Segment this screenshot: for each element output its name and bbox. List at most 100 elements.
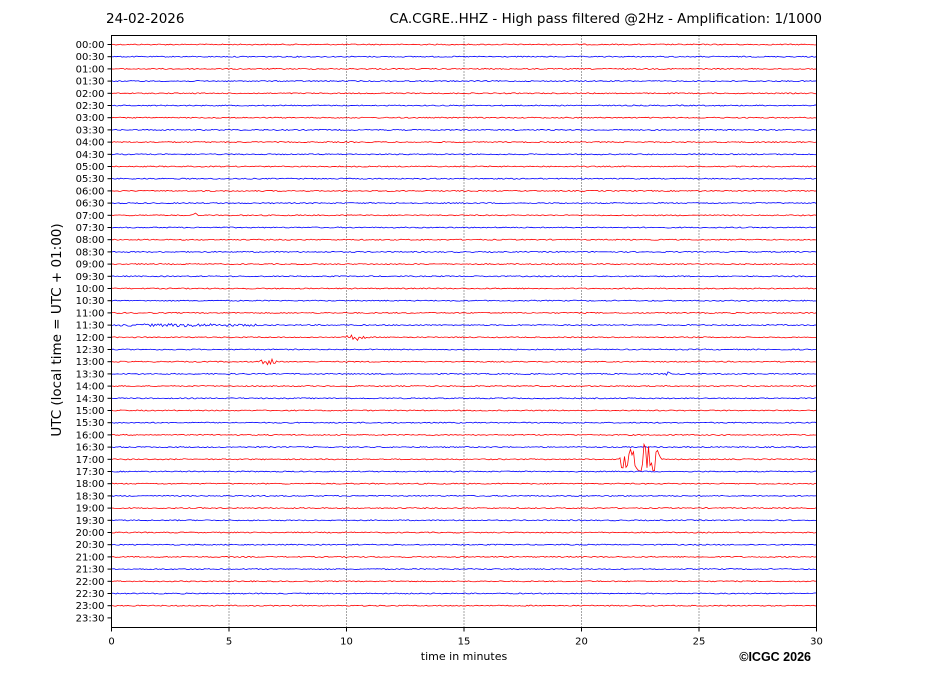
trace-1100 (111, 311, 817, 314)
y-tick-label: 18:30 (76, 491, 105, 502)
y-tick-label: 21:30 (76, 565, 105, 576)
x-tick-label: 25 (693, 637, 706, 648)
y-tick-label: 03:00 (76, 113, 105, 124)
y-tick-label: 00:00 (76, 40, 105, 51)
trace-0800 (111, 238, 817, 241)
trace-0500 (111, 165, 817, 168)
trace-0730 (111, 226, 817, 229)
y-tick-label: 01:30 (76, 77, 105, 88)
trace-0330 (111, 128, 817, 131)
trace-0600 (111, 189, 817, 192)
trace-2130 (111, 568, 817, 571)
y-tick-label: 19:00 (76, 504, 105, 515)
trace-2200 (111, 580, 817, 583)
y-tick-label: 09:00 (76, 260, 105, 271)
y-tick-label: 20:00 (76, 528, 105, 539)
trace-2300 (111, 604, 817, 607)
trace-0230 (111, 104, 817, 107)
trace-0630 (111, 202, 817, 205)
trace-0100 (111, 67, 817, 70)
y-tick-label: 10:00 (76, 284, 105, 295)
trace-2100 (111, 555, 817, 558)
trace-1900 (111, 507, 817, 510)
y-tick-label: 15:30 (76, 418, 105, 429)
x-tick-label: 5 (226, 637, 232, 648)
y-tick-label: 16:00 (76, 430, 105, 441)
y-tick-label: 11:00 (76, 308, 105, 319)
y-tick-label: 11:30 (76, 321, 105, 332)
trace-1630 (111, 446, 817, 449)
trace-0700 (111, 212, 817, 217)
y-tick-label: 07:30 (76, 223, 105, 234)
y-tick-label: 22:00 (76, 577, 105, 588)
x-tick-label: 15 (458, 637, 471, 648)
y-tick-label: 17:00 (76, 455, 105, 466)
y-tick-label: 13:30 (76, 369, 105, 380)
y-tick-label: 04:30 (76, 150, 105, 161)
trace-1930 (111, 519, 817, 522)
trace-1030 (111, 299, 817, 302)
y-tick-label: 17:30 (76, 467, 105, 478)
y-tick-label: 10:30 (76, 296, 105, 307)
y-tick-label: 18:00 (76, 479, 105, 490)
trace-1800 (111, 482, 817, 485)
y-tick-label: 14:00 (76, 382, 105, 393)
trace-0300 (111, 116, 817, 119)
y-tick-label: 09:30 (76, 272, 105, 283)
trace-2030 (111, 543, 817, 546)
vertical-gridlines (228, 35, 700, 628)
trace-0200 (111, 92, 817, 95)
x-tick-label: 20 (575, 637, 588, 648)
y-tick-label: 08:30 (76, 247, 105, 258)
y-tick-label: 05:30 (76, 174, 105, 185)
trace-2230 (111, 592, 817, 595)
y-tick-label: 20:30 (76, 540, 105, 551)
x-tick-labels: 0 5 10 15 20 25 30 (108, 627, 823, 648)
trace-1730 (111, 470, 817, 473)
trace-1300 (111, 357, 817, 366)
trace-0900 (111, 263, 817, 266)
trace-2000 (111, 531, 817, 534)
trace-1200 (111, 334, 817, 342)
x-tick-label: 30 (810, 637, 823, 648)
trace-1000 (111, 287, 817, 290)
x-axis-label: time in minutes (420, 650, 508, 663)
y-tick-label: 12:30 (76, 345, 105, 356)
y-tick-label: 06:00 (76, 186, 105, 197)
y-tick-label: 13:00 (76, 357, 105, 368)
trace-1700 (111, 442, 817, 472)
y-tick-label: 08:00 (76, 235, 105, 246)
y-tick-label: 01:00 (76, 64, 105, 75)
trace-1130 (111, 323, 817, 328)
y-tick-label: 02:30 (76, 101, 105, 112)
trace-0000 (111, 43, 817, 46)
trace-0430 (111, 153, 817, 156)
y-tick-label: 21:00 (76, 552, 105, 563)
chart-title: CA.CGRE..HHZ - High pass filtered @2Hz -… (389, 11, 822, 27)
y-tick-label: 23:30 (76, 613, 105, 624)
y-tick-label: 04:00 (76, 138, 105, 149)
trace-0530 (111, 177, 817, 180)
y-tick-label: 03:30 (76, 125, 105, 136)
trace-1330 (111, 371, 817, 376)
y-tick-label: 02:00 (76, 89, 105, 100)
trace-1830 (111, 494, 817, 497)
y-tick-label: 14:30 (76, 394, 105, 405)
y-tick-label: 23:00 (76, 601, 105, 612)
y-tick-label: 22:30 (76, 589, 105, 600)
y-tick-label: 16:30 (76, 443, 105, 454)
x-tick-label: 0 (108, 637, 114, 648)
y-tick-label: 05:00 (76, 162, 105, 173)
trace-1430 (111, 397, 817, 400)
y-tick-label: 06:30 (76, 199, 105, 210)
copyright-label: ©ICGC 2026 (739, 650, 811, 664)
trace-0930 (111, 275, 817, 278)
y-tick-label: 07:00 (76, 211, 105, 222)
trace-0130 (111, 80, 817, 83)
y-tick-label: 19:30 (76, 516, 105, 527)
trace-1500 (111, 409, 817, 412)
y-tick-label: 15:00 (76, 406, 105, 417)
trace-1530 (111, 421, 817, 424)
